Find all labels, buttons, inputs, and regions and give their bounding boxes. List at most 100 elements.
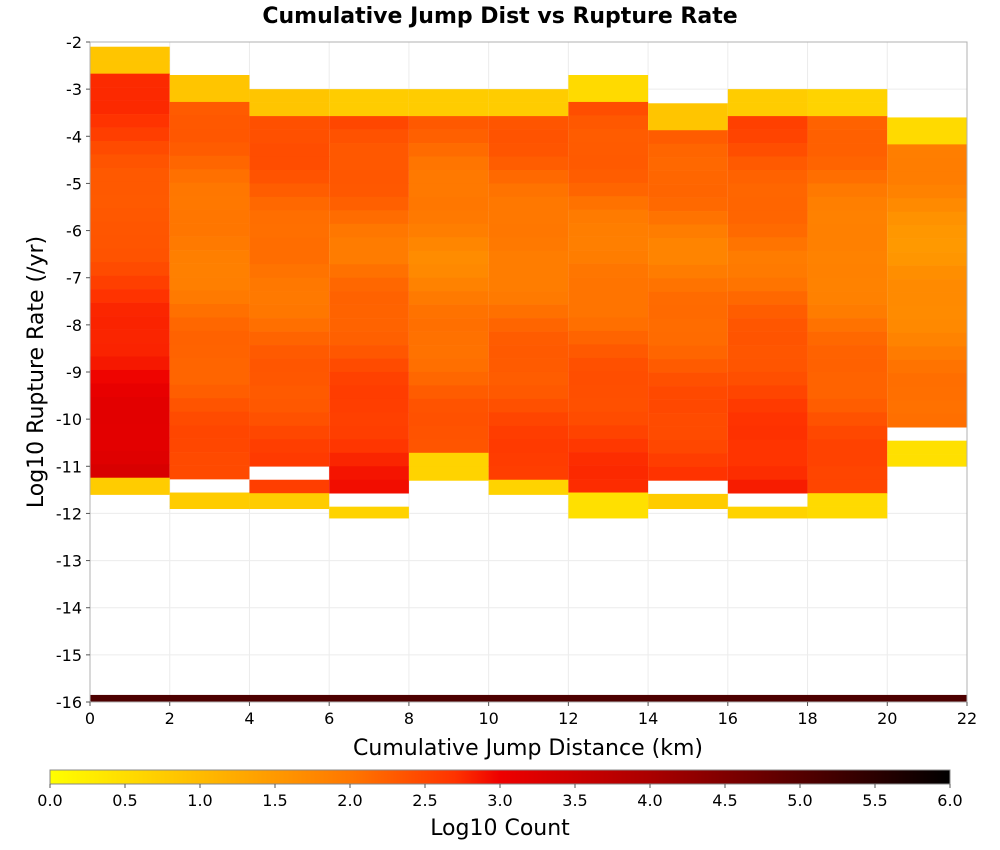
heatmap-cell bbox=[727, 169, 808, 184]
heatmap-cell bbox=[169, 505, 250, 510]
heatmap-cell bbox=[648, 291, 728, 306]
heatmap-cell bbox=[727, 116, 808, 130]
heatmap-cell bbox=[408, 304, 489, 319]
heatmap-cell bbox=[488, 291, 569, 305]
heatmap-cell bbox=[807, 412, 888, 427]
heatmap-cell bbox=[488, 129, 569, 144]
heatmap-cell bbox=[408, 156, 489, 171]
heatmap-cell bbox=[488, 425, 569, 440]
colorbar-tick-label: 3.0 bbox=[487, 791, 512, 810]
heatmap-cells bbox=[90, 46, 967, 702]
heatmap-cell bbox=[408, 264, 489, 279]
heatmap-cell bbox=[648, 332, 728, 347]
heatmap-cell bbox=[887, 211, 967, 226]
heatmap-cell bbox=[887, 440, 967, 455]
heatmap-cell bbox=[648, 359, 728, 373]
heatmap-cell bbox=[807, 264, 888, 279]
heatmap-cell bbox=[807, 358, 888, 373]
heatmap-cell bbox=[329, 358, 409, 373]
x-tick-label: 4 bbox=[244, 709, 254, 728]
heatmap-cell bbox=[807, 196, 888, 211]
y-tick-label: -5 bbox=[66, 174, 82, 193]
heatmap-cell bbox=[887, 157, 967, 172]
heatmap-cell bbox=[90, 450, 170, 465]
heatmap-cell bbox=[329, 291, 409, 305]
heatmap-cell bbox=[90, 114, 170, 128]
heatmap-cell bbox=[90, 262, 170, 276]
heatmap-cell bbox=[568, 182, 649, 197]
heatmap-cell bbox=[329, 412, 409, 427]
heatmap-cell bbox=[90, 73, 170, 88]
heatmap-cell bbox=[727, 358, 808, 373]
colorbar-tick-label: 2.0 bbox=[337, 791, 362, 810]
y-tick-label: -11 bbox=[56, 457, 82, 476]
heatmap-cell bbox=[648, 130, 728, 144]
heatmap-cell bbox=[887, 279, 967, 293]
y-tick-label: -15 bbox=[56, 646, 82, 665]
heatmap-cell bbox=[329, 371, 409, 386]
heatmap-cell bbox=[90, 194, 170, 209]
heatmap-cell bbox=[727, 129, 808, 144]
heatmap-cell bbox=[568, 115, 649, 130]
heatmap-cell bbox=[90, 396, 170, 411]
heatmap-cell bbox=[568, 263, 649, 278]
heatmap-cell bbox=[329, 439, 409, 454]
heatmap-cell bbox=[488, 371, 569, 386]
heatmap-cell bbox=[568, 371, 649, 386]
heatmap-cell bbox=[568, 438, 649, 453]
colorbar-tick-label: 0.5 bbox=[112, 791, 137, 810]
y-tick-label: -13 bbox=[56, 552, 82, 571]
heatmap-cell bbox=[169, 115, 250, 130]
heatmap-cell bbox=[329, 425, 409, 440]
heatmap-cell bbox=[408, 371, 489, 386]
heatmap-cell bbox=[329, 385, 409, 400]
heatmap-cell bbox=[568, 425, 649, 439]
heatmap-cell bbox=[249, 116, 330, 130]
heatmap-cell bbox=[488, 169, 569, 184]
heatmap-cell bbox=[90, 302, 170, 317]
heatmap-cell bbox=[169, 330, 250, 345]
heatmap-cell bbox=[329, 250, 409, 265]
heatmap-cell bbox=[249, 358, 330, 373]
heatmap-cell bbox=[887, 171, 967, 186]
heatmap-cell bbox=[648, 278, 728, 293]
heatmap-cell bbox=[408, 102, 489, 117]
heatmap-cell bbox=[329, 169, 409, 184]
heatmap-cell bbox=[169, 128, 250, 143]
heatmap-cell bbox=[568, 411, 649, 426]
heatmap-cell bbox=[249, 129, 330, 144]
heatmap-cell bbox=[807, 452, 888, 467]
heatmap-cell bbox=[249, 156, 330, 171]
heatmap-cell bbox=[249, 439, 330, 454]
heatmap-cell bbox=[90, 208, 170, 223]
heatmap-cell bbox=[169, 263, 250, 278]
heatmap-cell bbox=[90, 46, 170, 61]
heatmap-cell bbox=[249, 264, 330, 279]
heatmap-cell bbox=[408, 196, 489, 211]
heatmap-cell bbox=[648, 116, 728, 131]
heatmap-cell bbox=[408, 89, 489, 103]
heatmap-cell bbox=[329, 331, 409, 346]
heatmap-cell bbox=[648, 264, 728, 279]
heatmap-cell bbox=[887, 184, 967, 199]
heatmap-cell bbox=[249, 425, 330, 440]
heatmap-cell bbox=[727, 385, 808, 400]
heatmap-cell bbox=[727, 102, 808, 117]
heatmap-cell bbox=[408, 169, 489, 184]
heatmap-cell bbox=[488, 156, 569, 171]
heatmap-cell bbox=[408, 129, 489, 144]
heatmap-cell bbox=[488, 237, 569, 252]
heatmap-cell bbox=[568, 88, 649, 103]
heatmap-cell bbox=[169, 492, 250, 507]
heatmap-cell bbox=[727, 291, 808, 305]
heatmap-cell bbox=[727, 89, 808, 103]
heatmap-cell bbox=[169, 290, 250, 305]
heatmap-cell bbox=[249, 102, 330, 117]
heatmap-cell bbox=[488, 102, 569, 117]
heatmap-cell bbox=[329, 277, 409, 292]
heatmap-cell bbox=[249, 237, 330, 252]
heatmap-cell bbox=[249, 183, 330, 198]
heatmap-cell bbox=[408, 439, 489, 454]
heatmap-cell bbox=[249, 277, 330, 292]
heatmap-cell bbox=[648, 251, 728, 266]
